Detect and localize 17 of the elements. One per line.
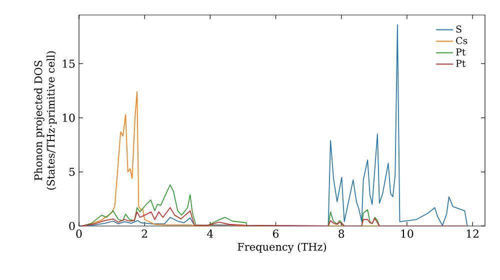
x-axis-title: Frequency (THz) xyxy=(238,242,326,253)
x-tick-label: 2 xyxy=(142,230,147,238)
x-tick-label: 10 xyxy=(401,230,414,238)
y-tick-label: 15 xyxy=(62,60,75,68)
x-tick-label: 0 xyxy=(76,230,82,238)
y-tick-label: 5 xyxy=(69,168,75,176)
legend-label: Cs xyxy=(456,37,468,44)
y-axis-title: Phonon projected DOS (States/THz·primitive cell) xyxy=(34,51,57,190)
x-tick-label: 4 xyxy=(207,230,214,238)
legend-label: Pt xyxy=(456,48,466,56)
x-tick-label: 12 xyxy=(466,230,478,238)
legend-label: S xyxy=(456,26,462,33)
x-tick-label: 8 xyxy=(338,230,344,238)
y-tick-label: 0 xyxy=(69,222,75,230)
x-tick-label: 6 xyxy=(273,230,279,238)
legend-label: Pt xyxy=(456,60,466,67)
y-tick-label: 10 xyxy=(62,114,75,122)
